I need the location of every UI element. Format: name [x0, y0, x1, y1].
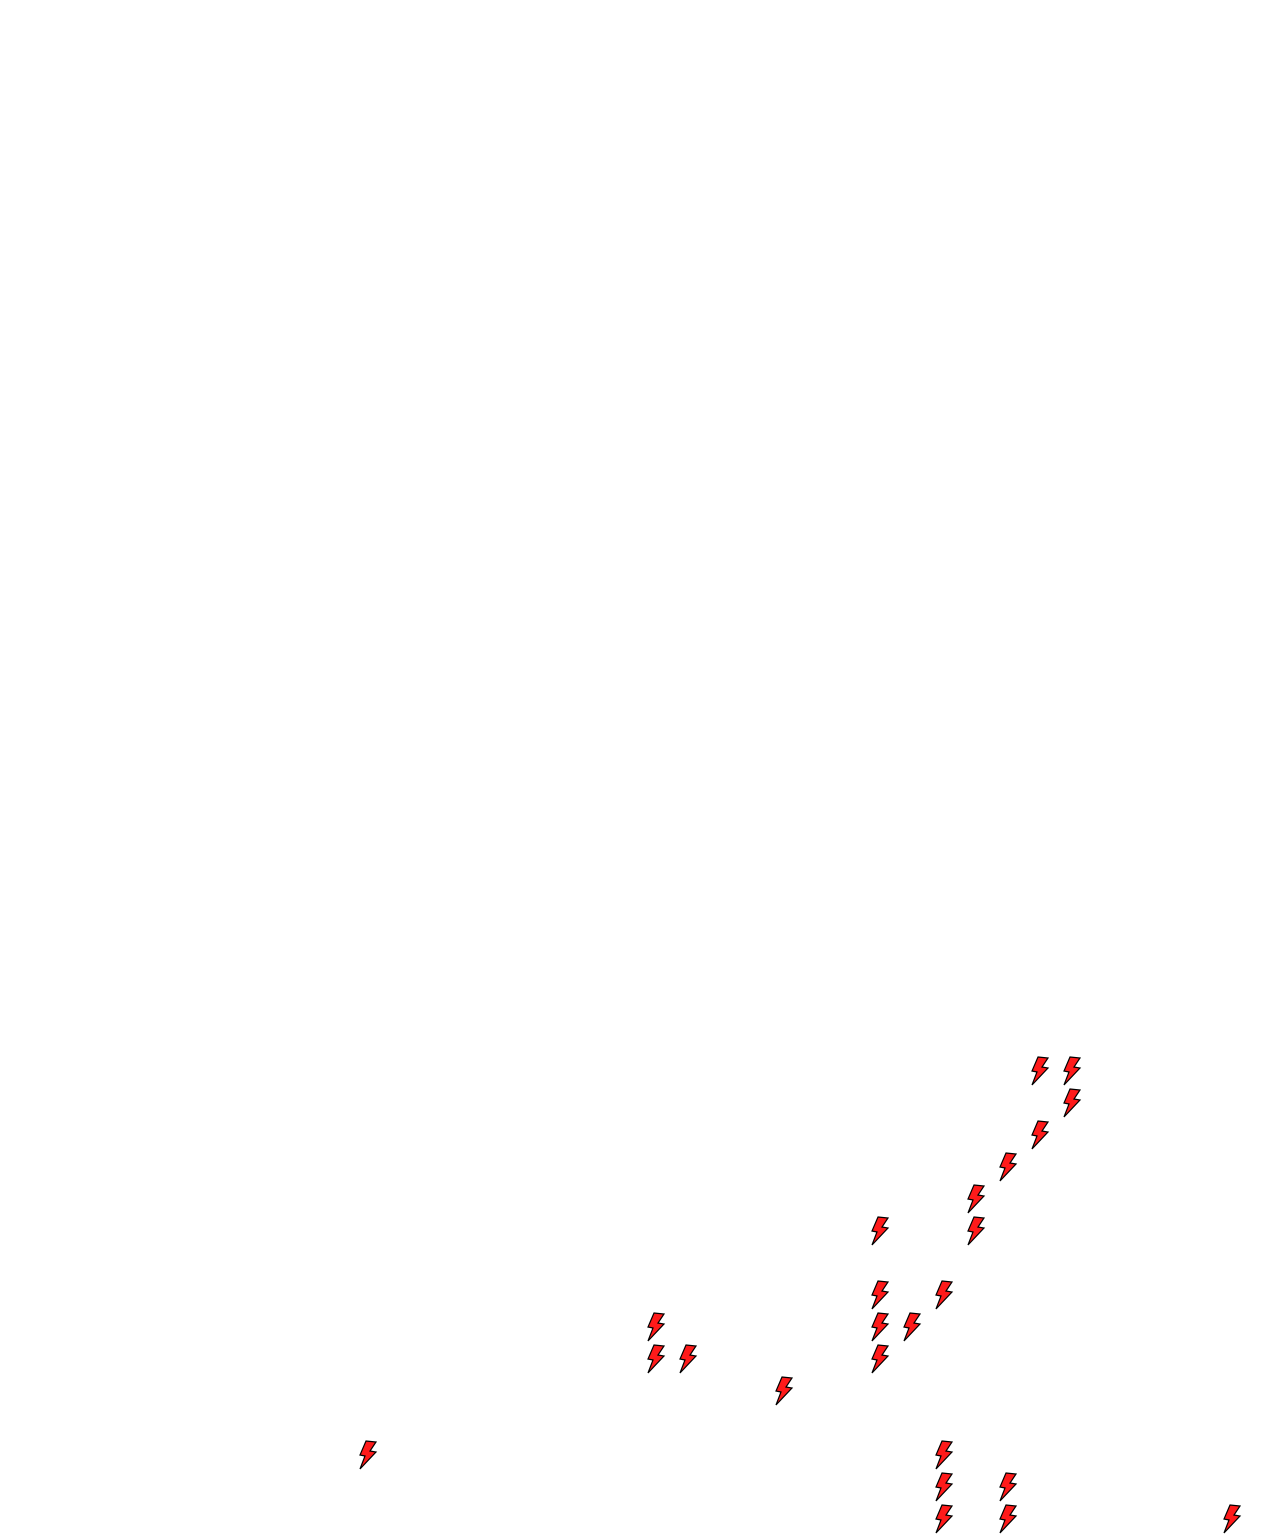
bolt-icon: [1063, 1088, 1081, 1118]
bolt-icon: [1031, 1120, 1049, 1150]
bolt-icon: [1223, 1504, 1241, 1534]
bolt-icon: [679, 1344, 697, 1374]
bolt-icon: [871, 1312, 889, 1342]
bolt-icon: [871, 1280, 889, 1310]
bolt-icon: [647, 1312, 665, 1342]
bolt-icon: [967, 1216, 985, 1246]
bolt-icon: [871, 1344, 889, 1374]
bolt-icon: [871, 1216, 889, 1246]
bolt-icon: [967, 1184, 985, 1214]
bolt-icon: [1031, 1056, 1049, 1086]
bolt-icons: [359, 1056, 1241, 1534]
bolt-icon: [1063, 1056, 1081, 1086]
bolt-icon: [935, 1280, 953, 1310]
bolt-icon: [935, 1472, 953, 1502]
bolt-icon: [935, 1504, 953, 1534]
bolt-icon: [999, 1472, 1017, 1502]
bolt-icon: [999, 1504, 1017, 1534]
bolt-icon: [935, 1440, 953, 1470]
bolt-icon: [903, 1312, 921, 1342]
bolt-icon: [775, 1376, 793, 1406]
bolt-icon: [647, 1344, 665, 1374]
bolt-icon: [999, 1152, 1017, 1182]
bolt-icon: [359, 1440, 377, 1470]
